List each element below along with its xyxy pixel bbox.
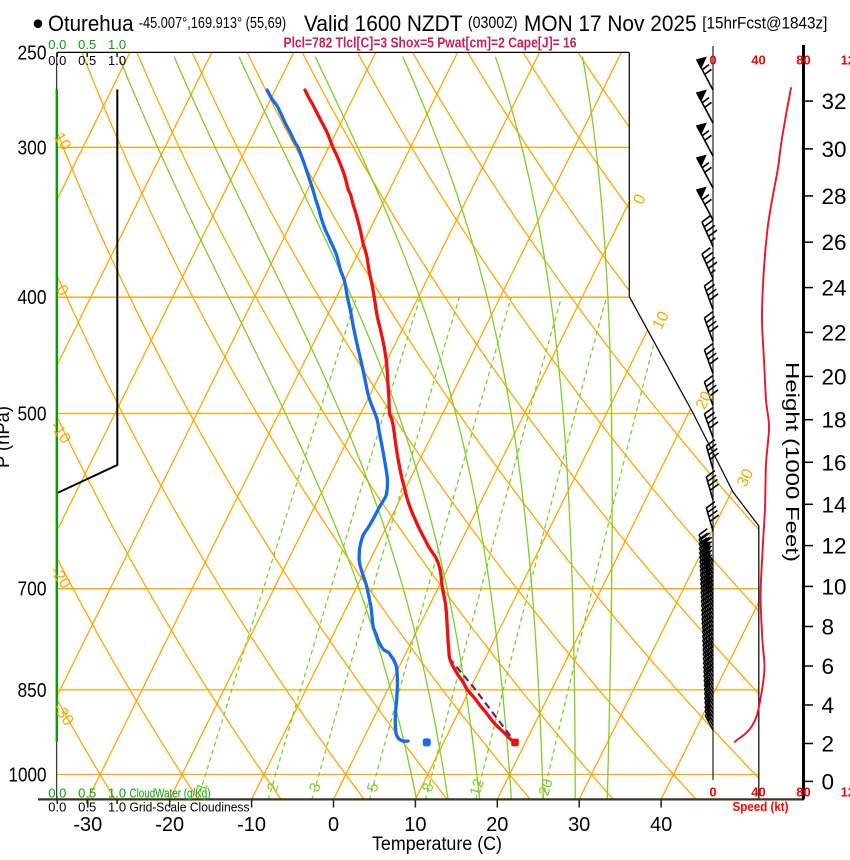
svg-text:20: 20 bbox=[486, 814, 508, 836]
svg-text:MON 17 Nov 2025: MON 17 Nov 2025 bbox=[524, 11, 697, 36]
svg-text:28: 28 bbox=[822, 184, 847, 209]
svg-text:P (hPa): P (hPa) bbox=[0, 406, 14, 468]
svg-text:Temperature (C): Temperature (C) bbox=[372, 834, 502, 855]
svg-text:10: 10 bbox=[404, 814, 426, 836]
svg-text:1.0: 1.0 bbox=[108, 786, 126, 801]
svg-text:(0300Z): (0300Z) bbox=[468, 14, 518, 32]
svg-text:0.5: 0.5 bbox=[78, 53, 96, 68]
svg-text:2: 2 bbox=[822, 732, 835, 757]
svg-text:0.5: 0.5 bbox=[78, 786, 96, 801]
svg-text:32: 32 bbox=[822, 89, 847, 114]
svg-text:400: 400 bbox=[18, 287, 47, 309]
svg-text:8: 8 bbox=[822, 615, 835, 640]
svg-text:24: 24 bbox=[822, 276, 847, 301]
svg-text:0: 0 bbox=[328, 814, 339, 836]
svg-text:30: 30 bbox=[734, 466, 757, 490]
svg-text:0.5: 0.5 bbox=[78, 800, 96, 815]
svg-text:26: 26 bbox=[822, 230, 847, 255]
svg-text:500: 500 bbox=[18, 404, 47, 426]
svg-text:0: 0 bbox=[709, 785, 716, 800]
svg-text:0.0: 0.0 bbox=[48, 800, 66, 815]
svg-text:12: 12 bbox=[467, 777, 488, 798]
svg-text:0.0: 0.0 bbox=[48, 37, 66, 52]
svg-text:1.0: 1.0 bbox=[108, 800, 126, 815]
svg-text:-45.007°,169.913° (55,69): -45.007°,169.913° (55,69) bbox=[139, 15, 286, 32]
svg-text:700: 700 bbox=[18, 579, 47, 601]
svg-text:20: 20 bbox=[536, 777, 557, 798]
svg-text:850: 850 bbox=[18, 680, 47, 702]
svg-text:[15hrFcst@1843z]: [15hrFcst@1843z] bbox=[702, 14, 827, 33]
svg-text:0: 0 bbox=[709, 53, 716, 68]
svg-text:0.0: 0.0 bbox=[48, 53, 66, 68]
svg-text:40: 40 bbox=[751, 53, 765, 68]
svg-text:18: 18 bbox=[822, 408, 847, 433]
svg-text:1000: 1000 bbox=[9, 765, 47, 787]
svg-text:Speed (kt): Speed (kt) bbox=[733, 799, 789, 814]
svg-text:30: 30 bbox=[822, 137, 847, 162]
svg-text:0.5: 0.5 bbox=[78, 37, 96, 52]
svg-text:120: 120 bbox=[841, 785, 850, 800]
svg-text:-10: -10 bbox=[237, 814, 266, 836]
svg-text:0: 0 bbox=[822, 769, 835, 794]
svg-text:Plcl=782 Tlcl[C]=3 Shox=5 Pwat: Plcl=782 Tlcl[C]=3 Shox=5 Pwat[cm]=2 Cap… bbox=[284, 36, 577, 52]
svg-text:6: 6 bbox=[822, 654, 835, 679]
svg-text:120: 120 bbox=[841, 53, 850, 68]
svg-text:14: 14 bbox=[822, 492, 847, 517]
svg-text:40: 40 bbox=[751, 785, 765, 800]
svg-text:80: 80 bbox=[796, 53, 810, 68]
svg-text:10: 10 bbox=[650, 309, 673, 333]
svg-text:Valid 1600 NZDT: Valid 1600 NZDT bbox=[304, 11, 463, 36]
svg-text:Height (1000 Feet): Height (1000 Feet) bbox=[782, 362, 802, 562]
svg-text:12: 12 bbox=[822, 534, 847, 559]
svg-text:1.0: 1.0 bbox=[108, 53, 126, 68]
svg-text:22: 22 bbox=[822, 320, 847, 345]
svg-text:0.0: 0.0 bbox=[48, 786, 66, 801]
svg-text:20: 20 bbox=[822, 364, 847, 389]
svg-text:-30: -30 bbox=[73, 814, 102, 836]
svg-text:CloudWater (g/Kg): CloudWater (g/Kg) bbox=[130, 786, 211, 801]
svg-text:16: 16 bbox=[822, 450, 847, 475]
svg-text:250: 250 bbox=[18, 42, 47, 64]
svg-text:-20: -20 bbox=[155, 814, 184, 836]
svg-text:1.0: 1.0 bbox=[108, 37, 126, 52]
svg-text:4: 4 bbox=[822, 693, 835, 718]
svg-text:30: 30 bbox=[568, 814, 590, 836]
svg-text:40: 40 bbox=[650, 814, 672, 836]
svg-text:300: 300 bbox=[18, 137, 47, 159]
svg-text:20: 20 bbox=[693, 389, 716, 413]
svg-text:10: 10 bbox=[822, 574, 847, 599]
svg-text:Oturehua: Oturehua bbox=[48, 11, 134, 36]
svg-text:80: 80 bbox=[796, 785, 810, 800]
svg-text:Grid-Scale Cloudiness: Grid-Scale Cloudiness bbox=[130, 800, 250, 815]
